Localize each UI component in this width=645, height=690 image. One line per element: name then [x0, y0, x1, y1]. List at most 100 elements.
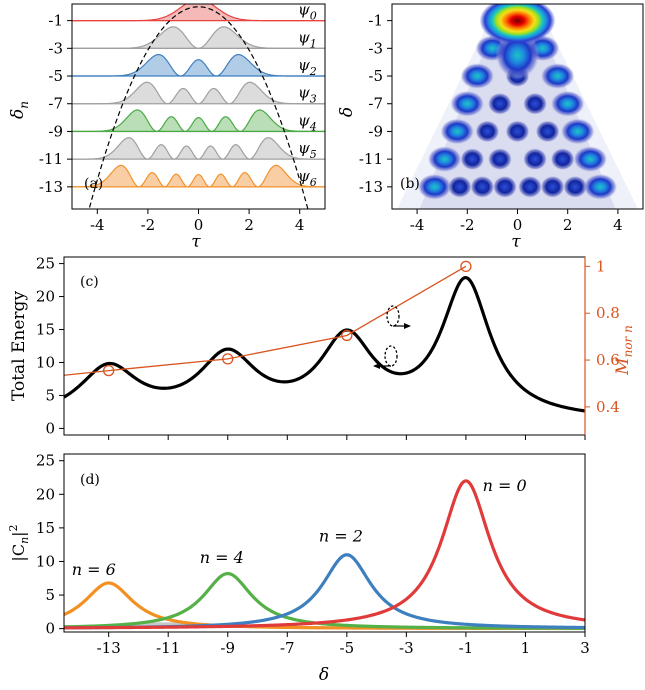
cn-annotation: n = 6	[72, 560, 116, 579]
heatmap-blob	[450, 90, 485, 117]
x-tick-label: -9	[220, 639, 235, 657]
cn-curve-n2	[64, 553, 585, 630]
panel-d-ylabel-main: |C	[9, 544, 28, 562]
heatmap-blob	[518, 175, 543, 198]
x-tick-label: -2	[141, 216, 156, 234]
heatmap-blob	[560, 118, 595, 145]
panel-b: -4 -2 0 2 4 -13 -11 -9 -7 -5 -3 -1 (b) τ δ	[337, 3, 644, 252]
x-tick-label: -11	[156, 639, 180, 657]
svg-text:Mnor n: Mnor n	[613, 325, 635, 376]
x-tick-label: 4	[295, 216, 305, 234]
right-y-tick-label: 0.4	[596, 398, 620, 416]
panel-a-ylabel-sub: n	[17, 101, 31, 109]
heatmap-blob	[487, 92, 512, 115]
x-tick-label: -4	[90, 216, 105, 234]
y-tick-label: 5	[45, 586, 55, 604]
x-tick-label: 0	[513, 216, 523, 234]
cn-annotation: n = 0	[483, 476, 527, 495]
heatmap-blob	[447, 175, 472, 198]
psi-0-label: ψ0	[298, 1, 317, 23]
right-y-tick-label: 0.6	[596, 351, 620, 369]
m-series-marker	[460, 260, 472, 273]
panel-c-ylabel: Total Energy	[9, 291, 29, 401]
y-tick-label: 0	[45, 620, 55, 638]
panel-c-right-ylabel: Mnor n	[613, 325, 635, 376]
y-tick-label: -9	[368, 122, 383, 140]
x-tick-label: 2	[244, 216, 254, 234]
x-tick-label: -2	[460, 216, 475, 234]
heatmap-blob	[505, 120, 530, 143]
heatmap-blob	[550, 148, 575, 171]
x-tick-label: -4	[410, 216, 425, 234]
panel-c-label: (c)	[80, 274, 99, 290]
y-tick-label: 25	[36, 452, 55, 470]
psi-2-label: ψ2	[298, 56, 317, 78]
y-tick-label: -11	[359, 150, 383, 168]
heatmap-blob	[460, 148, 485, 171]
x-tick-label: -5	[340, 639, 355, 657]
psi-1-label-main: ψ	[298, 28, 310, 46]
heatmap-blob	[573, 146, 608, 173]
y-tick-label: 10	[36, 353, 55, 371]
y-tick-label: 15	[36, 519, 55, 537]
y-tick-label: -3	[368, 39, 383, 57]
panel-d-frame	[63, 453, 586, 633]
heatmap-blob	[487, 148, 512, 171]
psi-5-label: ψ5	[298, 139, 317, 161]
x-tick-label: -3	[399, 639, 414, 657]
heatmap-blob	[470, 175, 495, 198]
x-tick-label: -1	[459, 639, 474, 657]
panel-c: 0 5 10 15 20 25 0.4 0.6 0.8 1 (c) Total Energy Mn…	[9, 255, 635, 440]
psi-2-label-main: ψ	[298, 56, 310, 74]
y-tick-label: 0	[45, 419, 55, 437]
panel-a-axes: -4 -2 0 2 4 -13 -11 -9 -7 -5 -3 -1	[39, 12, 305, 234]
y-tick-label: 5	[45, 386, 55, 404]
heatmap-blob	[492, 175, 517, 198]
m-series-marker	[341, 329, 353, 342]
psi-6-label-sub: 6	[310, 176, 317, 189]
right-y-tick-label: 1	[596, 257, 606, 275]
panel-b-label: (b)	[400, 176, 420, 192]
axis-indicator-left	[373, 345, 398, 369]
psi-6-fill	[72, 165, 325, 187]
heatmap-blob	[523, 148, 548, 171]
panel-b-ylabel: δ	[337, 107, 357, 117]
psi-0-label-sub: 0	[310, 10, 317, 23]
heatmap-blob	[540, 63, 575, 90]
heatmap-blob	[440, 118, 475, 145]
panel-b-heatmap	[397, 4, 638, 209]
panel-a: -4 -2 0 2 4-13-11-9-7-5-3-1 (a) τ δn ψ0ψ1ψ2ψ…	[8, 1, 326, 252]
x-tick-label: 0	[194, 216, 204, 234]
heatmap-blob	[417, 173, 452, 200]
psi-5-label-main: ψ	[298, 139, 310, 157]
psi-2-fill	[72, 54, 325, 77]
cn-annotation: n = 2	[319, 526, 363, 545]
heatmap-blob	[550, 90, 585, 117]
cn-curve-n0	[64, 479, 585, 630]
heatmap-blob	[583, 173, 618, 200]
psi-4-label-main: ψ	[298, 111, 310, 129]
panel-c-right-ylabel-sub: nor n	[621, 325, 635, 357]
panel-a-xlabel: τ	[191, 232, 201, 252]
panel-b-axes: -4 -2 0 2 4 -13 -11 -9 -7 -5 -3 -1	[359, 12, 623, 234]
y-tick-label: -5	[368, 67, 383, 85]
y-tick-label: -7	[368, 95, 383, 113]
y-tick-label: 20	[36, 288, 55, 306]
panel-b-xlabel: τ	[511, 232, 521, 252]
y-tick-label: -5	[48, 67, 63, 85]
psi-3-label: ψ3	[298, 84, 317, 106]
panel-a-ylabel-main: δ	[8, 109, 28, 119]
x-tick-label: 1	[521, 639, 531, 657]
y-tick-label: 25	[36, 255, 55, 273]
y-tick-label: -3	[48, 39, 63, 57]
panel-a-ylabel: δn	[8, 101, 31, 119]
panel-d-xlabel: δ	[319, 665, 329, 685]
y-tick-label: -1	[368, 12, 383, 30]
psi-0-fill	[72, 4, 325, 21]
psi-2-label-sub: 2	[309, 65, 317, 78]
psi-4-label-sub: 4	[309, 120, 317, 133]
y-tick-label: -13	[39, 178, 63, 196]
y-tick-label: -1	[48, 12, 63, 30]
